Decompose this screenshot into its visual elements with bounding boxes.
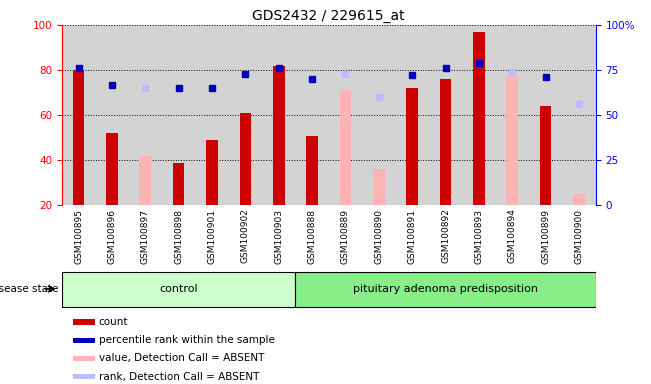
Bar: [406, 88, 418, 205]
Bar: [273, 66, 284, 205]
Bar: [562, 25, 596, 205]
Bar: [306, 136, 318, 205]
Text: GSM100891: GSM100891: [408, 209, 417, 263]
Bar: [72, 319, 95, 324]
Bar: [206, 140, 218, 205]
Text: GSM100897: GSM100897: [141, 209, 150, 263]
Text: GSM100888: GSM100888: [307, 209, 316, 263]
Bar: [373, 169, 385, 205]
Text: GSM100896: GSM100896: [107, 209, 117, 263]
Text: disease state: disease state: [0, 284, 59, 294]
Text: GSM100892: GSM100892: [441, 209, 450, 263]
Bar: [73, 70, 85, 205]
Text: GSM100894: GSM100894: [508, 209, 517, 263]
Bar: [240, 113, 251, 205]
Text: GSM100889: GSM100889: [341, 209, 350, 263]
FancyBboxPatch shape: [62, 271, 296, 307]
Bar: [340, 90, 352, 205]
Text: GSM100898: GSM100898: [174, 209, 183, 263]
Bar: [495, 25, 529, 205]
Bar: [462, 25, 495, 205]
Text: GSM100900: GSM100900: [574, 209, 583, 263]
Bar: [429, 25, 462, 205]
Bar: [195, 25, 229, 205]
Bar: [573, 194, 585, 205]
Text: control: control: [159, 284, 198, 294]
Text: GSM100901: GSM100901: [208, 209, 217, 263]
Bar: [262, 25, 296, 205]
Bar: [72, 338, 95, 343]
Bar: [62, 25, 95, 205]
Text: GSM100903: GSM100903: [274, 209, 283, 263]
Bar: [95, 25, 129, 205]
Bar: [540, 106, 551, 205]
Bar: [162, 25, 195, 205]
Text: GSM100890: GSM100890: [374, 209, 383, 263]
Bar: [362, 25, 396, 205]
Bar: [128, 25, 162, 205]
Text: GSM100895: GSM100895: [74, 209, 83, 263]
Bar: [329, 25, 362, 205]
Text: GSM100899: GSM100899: [541, 209, 550, 263]
Title: GDS2432 / 229615_at: GDS2432 / 229615_at: [253, 8, 405, 23]
Bar: [229, 25, 262, 205]
FancyBboxPatch shape: [296, 271, 596, 307]
Text: GSM100902: GSM100902: [241, 209, 250, 263]
Bar: [72, 356, 95, 361]
Text: rank, Detection Call = ABSENT: rank, Detection Call = ABSENT: [99, 372, 259, 382]
Bar: [72, 374, 95, 379]
Bar: [139, 156, 151, 205]
Bar: [106, 133, 118, 205]
Bar: [439, 79, 451, 205]
Text: value, Detection Call = ABSENT: value, Detection Call = ABSENT: [99, 353, 264, 364]
Text: percentile rank within the sample: percentile rank within the sample: [99, 335, 275, 345]
Bar: [173, 162, 184, 205]
Bar: [473, 32, 485, 205]
Bar: [506, 74, 518, 205]
Bar: [396, 25, 429, 205]
Bar: [529, 25, 562, 205]
Text: count: count: [99, 317, 128, 327]
Text: pituitary adenoma predisposition: pituitary adenoma predisposition: [353, 284, 538, 294]
Text: GSM100893: GSM100893: [475, 209, 484, 263]
Bar: [296, 25, 329, 205]
